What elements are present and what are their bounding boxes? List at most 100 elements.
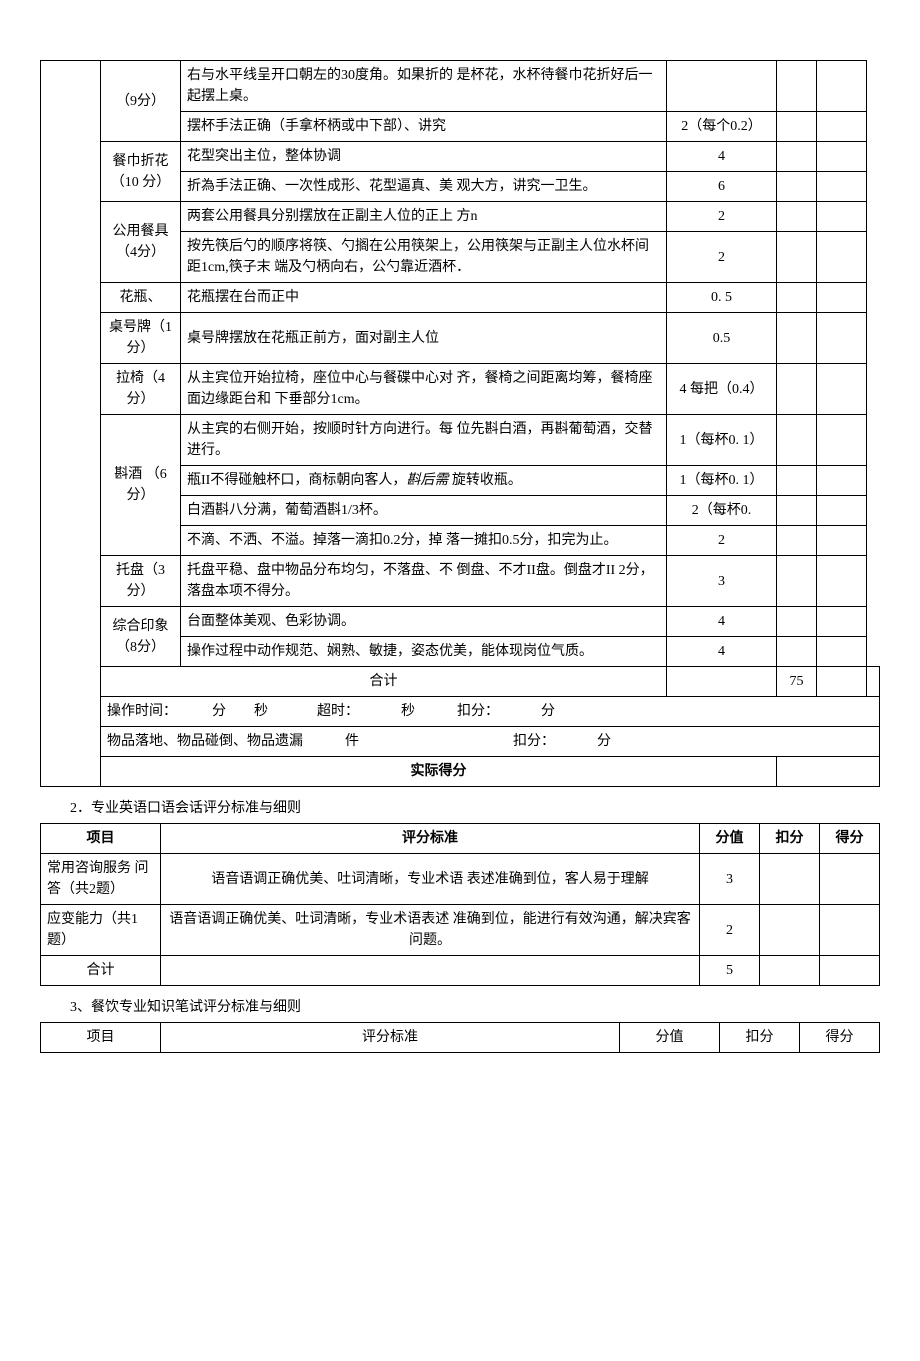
cell-score: 0.5 bbox=[667, 313, 777, 364]
cell-score: 2（每个0.2） bbox=[667, 112, 777, 142]
cell-deduct bbox=[777, 526, 817, 556]
cell-desc: 白酒斟八分满，葡萄酒斟1/3杯。 bbox=[181, 496, 667, 526]
cell-deduct bbox=[777, 172, 817, 202]
cell-deduct bbox=[777, 112, 817, 142]
table-row: 拉椅（4分） 从主宾位开始拉椅，座位中心与餐碟中心对 齐，餐椅之间距离均筹，餐椅… bbox=[41, 364, 880, 415]
table-row: 桌号牌（1分） 桌号牌摆放在花瓶正前方，面对副主人位 0.5 bbox=[41, 313, 880, 364]
cell-score: 2（每杯0. bbox=[667, 496, 777, 526]
cell-score: 6 bbox=[667, 172, 777, 202]
cell-score: 2 bbox=[667, 232, 777, 283]
cell-item: 常用咨询服务 问答（共2题） bbox=[41, 854, 161, 905]
cell-total-score: 5 bbox=[700, 956, 760, 986]
cell-deduct bbox=[777, 607, 817, 637]
cell-desc: 右与水平线呈开口朝左的30度角。如果折的 是杯花，水杯待餐巾花折好后一起摆上桌。 bbox=[181, 61, 667, 112]
cell-final bbox=[820, 905, 880, 956]
table-catering-written: 项目 评分标准 分值 扣分 得分 bbox=[40, 1022, 880, 1053]
cell-deduct bbox=[777, 364, 817, 415]
table-row-final: 实际得分 bbox=[41, 757, 880, 787]
cell-score: 2 bbox=[700, 905, 760, 956]
cell-criteria: 语音语调正确优美、吐词清晰，专业术语表述 准确到位，能进行有效沟通，解决宾客问题… bbox=[161, 905, 700, 956]
header-item: 项目 bbox=[41, 1023, 161, 1053]
cell-deduct bbox=[777, 283, 817, 313]
table-row-total: 合计 75 bbox=[41, 667, 880, 697]
first-col bbox=[41, 61, 101, 787]
cell-deduct bbox=[777, 415, 817, 466]
cell-item: 托盘（3分） bbox=[101, 556, 181, 607]
cell-final bbox=[817, 556, 867, 607]
cell-time: 操作时间： 分 秒 超时： 秒 扣分： 分 bbox=[101, 697, 880, 727]
header-final: 得分 bbox=[800, 1023, 880, 1053]
header-criteria: 评分标准 bbox=[161, 824, 700, 854]
table-header: 项目 评分标准 分值 扣分 得分 bbox=[41, 1023, 880, 1053]
cell-deduct bbox=[777, 232, 817, 283]
cell-deduct bbox=[760, 854, 820, 905]
italic-text: 斟后需 bbox=[406, 473, 448, 488]
cell-item: 斟酒 （6分） bbox=[101, 415, 181, 556]
cell-total-score: 75 bbox=[777, 667, 817, 697]
table-scoring-main: （9分） 右与水平线呈开口朝左的30度角。如果折的 是杯花，水杯待餐巾花折好后一… bbox=[40, 60, 880, 787]
cell-deduct bbox=[777, 556, 817, 607]
header-item: 项目 bbox=[41, 824, 161, 854]
cell-final bbox=[817, 496, 867, 526]
cell-score: 4 bbox=[667, 607, 777, 637]
table-row: 综合印象（8分） 台面整体美观、色彩协调。 4 bbox=[41, 607, 880, 637]
table-row: 应变能力（共1题） 语音语调正确优美、吐词清晰，专业术语表述 准确到位，能进行有… bbox=[41, 905, 880, 956]
cell-item: 餐巾折花（10 分） bbox=[101, 142, 181, 202]
cell-final bbox=[817, 526, 867, 556]
cell-desc: 折為手法正确、一次性成形、花型逼真、美 观大方，讲究一卫生。 bbox=[181, 172, 667, 202]
cell-final bbox=[817, 607, 867, 637]
cell-final bbox=[817, 232, 867, 283]
cell-item: 花瓶、 bbox=[101, 283, 181, 313]
cell-desc: 花型突出主位，整体协调 bbox=[181, 142, 667, 172]
cell-empty bbox=[161, 956, 700, 986]
header-score: 分值 bbox=[700, 824, 760, 854]
table-row: 斟酒 （6分） 从主宾的右侧开始，按顺时针方向进行。每 位先斟白酒，再斟葡萄酒，… bbox=[41, 415, 880, 466]
cell-total-label: 合计 bbox=[41, 956, 161, 986]
cell-final bbox=[820, 956, 880, 986]
cell-desc: 从主宾位开始拉椅，座位中心与餐碟中心对 齐，餐椅之间距离均筹，餐椅座面边缘距台和… bbox=[181, 364, 667, 415]
cell-final bbox=[817, 283, 867, 313]
table-english-oral: 项目 评分标准 分值 扣分 得分 常用咨询服务 问答（共2题） 语音语调正确优美… bbox=[40, 823, 880, 986]
cell-deduct bbox=[777, 637, 817, 667]
table-header: 项目 评分标准 分值 扣分 得分 bbox=[41, 824, 880, 854]
table-row: 公用餐具（4分） 两套公用餐具分别摆放在正副主人位的正上 方n 2 bbox=[41, 202, 880, 232]
cell-deduct bbox=[777, 496, 817, 526]
header-criteria: 评分标准 bbox=[161, 1023, 620, 1053]
cell-score: 4 bbox=[667, 142, 777, 172]
cell-deduct bbox=[777, 313, 817, 364]
cell-item: 公用餐具（4分） bbox=[101, 202, 181, 283]
cell-deduct bbox=[777, 202, 817, 232]
cell-score: 0. 5 bbox=[667, 283, 777, 313]
cell-final-value bbox=[777, 757, 880, 787]
cell-deduct bbox=[817, 667, 867, 697]
cell-final bbox=[817, 466, 867, 496]
table-row: 餐巾折花（10 分） 花型突出主位，整体协调 4 bbox=[41, 142, 880, 172]
table-row: 常用咨询服务 问答（共2题） 语音语调正确优美、吐词清晰，专业术语 表述准确到位… bbox=[41, 854, 880, 905]
cell-final bbox=[817, 364, 867, 415]
cell-desc: 从主宾的右侧开始，按顺时针方向进行。每 位先斟白酒，再斟葡萄酒，交替进行。 bbox=[181, 415, 667, 466]
table-row: 托盘（3分） 托盘平稳、盘中物品分布均匀，不落盘、不 倒盘、不才II盘。倒盘才I… bbox=[41, 556, 880, 607]
cell-final bbox=[820, 854, 880, 905]
cell-deduct bbox=[760, 905, 820, 956]
cell-score: 1（每杯0. 1） bbox=[667, 415, 777, 466]
cell-score: 2 bbox=[667, 202, 777, 232]
cell-desc: 两套公用餐具分别摆放在正副主人位的正上 方n bbox=[181, 202, 667, 232]
header-final: 得分 bbox=[820, 824, 880, 854]
cell-deduct bbox=[777, 466, 817, 496]
cell-score: 4 每把（0.4） bbox=[667, 364, 777, 415]
cell-final bbox=[867, 667, 880, 697]
section2-title: 2．专业英语口语会话评分标准与细则 bbox=[70, 797, 880, 817]
cell-deduct bbox=[760, 956, 820, 986]
cell-item: 综合印象（8分） bbox=[101, 607, 181, 667]
cell-score: 3 bbox=[700, 854, 760, 905]
cell-score: 3 bbox=[667, 556, 777, 607]
header-deduct: 扣分 bbox=[720, 1023, 800, 1053]
cell-desc: 台面整体美观、色彩协调。 bbox=[181, 607, 667, 637]
cell-desc: 操作过程中动作规范、娴熟、敏捷，姿态优美，能体现岗位气质。 bbox=[181, 637, 667, 667]
cell-desc: 摆杯手法正确（手拿杯柄或中下部）、讲究 bbox=[181, 112, 667, 142]
cell-item: 拉椅（4分） bbox=[101, 364, 181, 415]
table-row-drop: 物品落地、物品碰倒、物品遗漏 件 扣分： 分 bbox=[41, 727, 880, 757]
cell-score bbox=[667, 61, 777, 112]
table-row: （9分） 右与水平线呈开口朝左的30度角。如果折的 是杯花，水杯待餐巾花折好后一… bbox=[41, 61, 880, 112]
cell-item: （9分） bbox=[101, 61, 181, 142]
